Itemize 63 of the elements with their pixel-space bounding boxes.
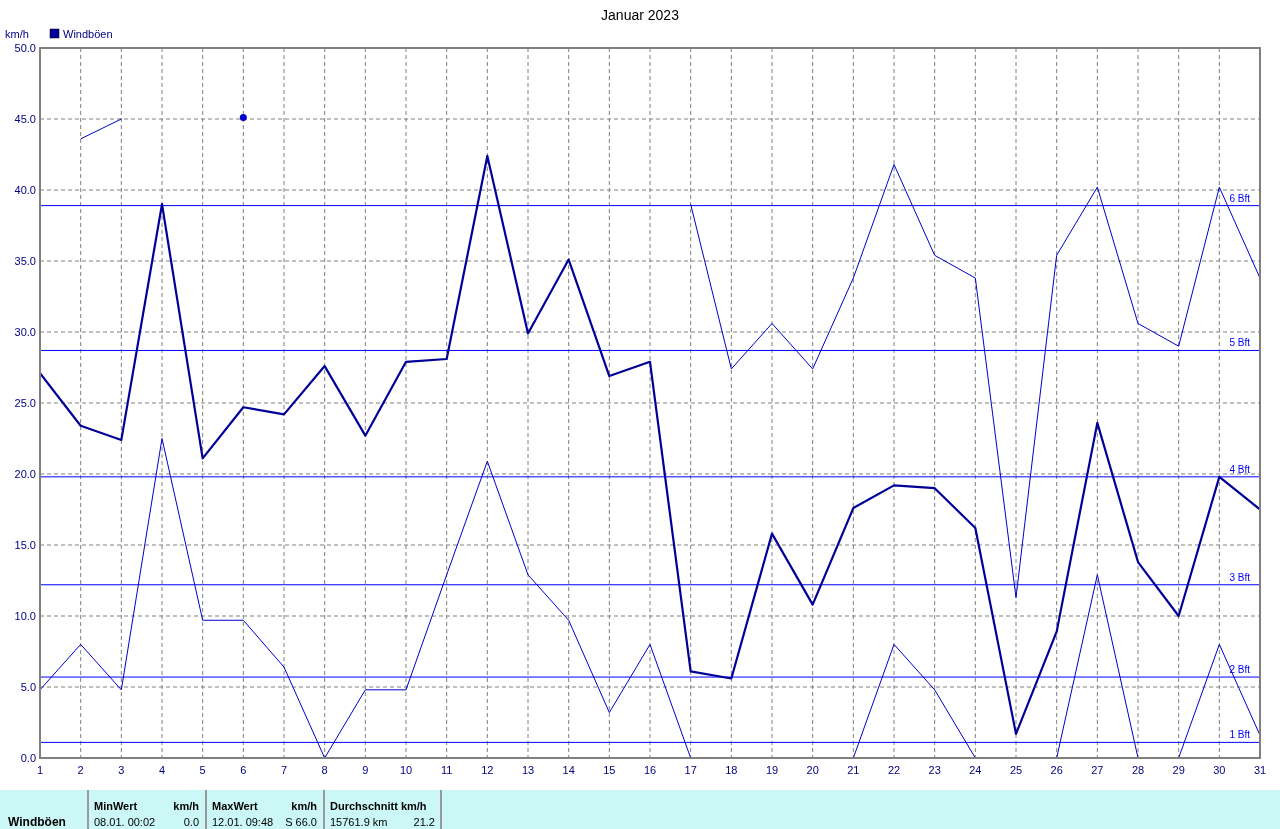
- text: Windböen: [8, 815, 66, 829]
- x-tick-label: 24: [969, 764, 982, 776]
- x-tick-label: 10: [399, 764, 413, 776]
- x-tick-label: 23: [928, 764, 941, 776]
- text: km/h: [291, 800, 318, 812]
- y-tick-label: 15.0: [14, 539, 36, 551]
- x-tick-label: 7: [280, 764, 288, 776]
- y-tick-label: 20.0: [14, 468, 36, 480]
- y-axis-title: km/h: [5, 28, 29, 40]
- y-tick-label: 45.0: [14, 113, 36, 125]
- y-tick-label: 35.0: [14, 255, 36, 267]
- y-tick-label: 5.0: [20, 681, 36, 693]
- y-tick-label: 25.0: [14, 397, 36, 409]
- text: km/h: [173, 800, 200, 812]
- y-tick-label: 30.0: [14, 326, 36, 338]
- text: MinWert: [94, 800, 138, 812]
- text: 08.01. 00:02: [94, 816, 156, 828]
- text: MaxWert: [212, 800, 258, 812]
- x-tick-label: 17: [684, 764, 697, 776]
- x-tick-label: 30: [1213, 764, 1226, 776]
- ref-line-label: 5 Bft: [1229, 337, 1251, 349]
- x-tick-label: 5: [199, 764, 206, 776]
- x-tick-label: 14: [562, 764, 575, 776]
- x-tick-label: 8: [321, 764, 328, 776]
- x-tick-label: 1: [36, 764, 44, 776]
- ref-line-label: 2 Bft: [1229, 664, 1251, 676]
- x-tick-label: 28: [1131, 764, 1145, 776]
- text: 0.0: [183, 816, 199, 828]
- x-tick-label: 11: [440, 764, 453, 776]
- x-tick-label: 19: [765, 764, 779, 776]
- text: 15761.9 km: [330, 816, 388, 828]
- text: 21.2: [413, 816, 435, 828]
- ref-line-label: 6 Bft: [1229, 192, 1251, 204]
- x-tick-label: 4: [158, 764, 166, 776]
- x-tick-label: 22: [887, 764, 901, 776]
- ref-line-label: 4 Bft: [1229, 463, 1251, 475]
- legend-label: Windböen: [63, 28, 113, 40]
- x-tick-label: 6: [240, 764, 247, 776]
- y-tick-label: 50.0: [14, 42, 36, 54]
- text: Durchschnitt km/h: [330, 800, 427, 812]
- ref-line-label: 1 Bft: [1229, 729, 1251, 741]
- x-tick-label: 16: [643, 764, 657, 776]
- y-tick-label: 40.0: [14, 184, 36, 196]
- x-tick-label: 3: [118, 764, 125, 776]
- x-tick-label: 9: [362, 764, 369, 776]
- x-tick-label: 27: [1091, 764, 1104, 776]
- x-tick-label: 25: [1009, 764, 1023, 776]
- x-tick-label: 21: [847, 764, 860, 776]
- text: S 66.0: [285, 816, 317, 828]
- x-tick-label: 18: [725, 764, 738, 776]
- x-tick-label: 26: [1050, 764, 1063, 776]
- x-tick-label: 31: [1253, 764, 1267, 776]
- y-tick-label: 0.0: [20, 752, 36, 764]
- chart-title: Januar 2023: [601, 7, 680, 23]
- x-tick-label: 2: [77, 764, 84, 776]
- x-tick-label: 12: [481, 764, 494, 776]
- x-tick-label: 15: [603, 764, 616, 776]
- x-tick-label: 20: [806, 764, 819, 776]
- x-tick-label: 29: [1172, 764, 1185, 776]
- ref-line-label: 3 Bft: [1229, 571, 1251, 583]
- x-tick-label: 13: [521, 764, 535, 776]
- y-tick-label: 10.0: [14, 610, 36, 622]
- text: 12.01. 09:48: [212, 816, 274, 828]
